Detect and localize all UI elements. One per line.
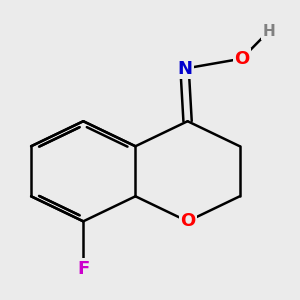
- Text: O: O: [180, 212, 195, 230]
- Text: H: H: [262, 24, 275, 39]
- Text: F: F: [77, 260, 89, 278]
- Text: O: O: [234, 50, 249, 68]
- Text: N: N: [177, 60, 192, 78]
